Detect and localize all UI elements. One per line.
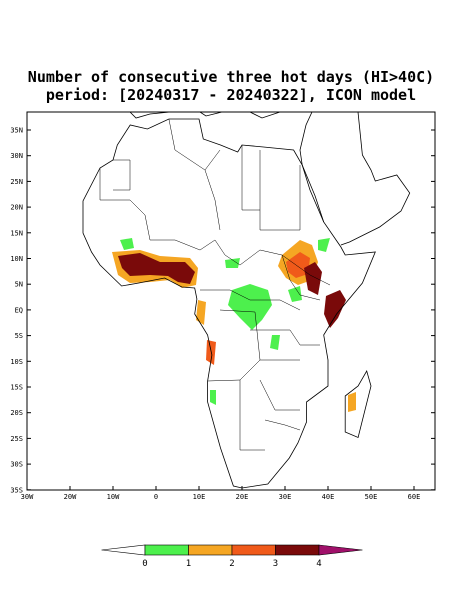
lat-label: 30S [10, 461, 23, 469]
hot-areas [112, 238, 356, 412]
lat-label: 5S [15, 332, 23, 340]
lon-label: 50E [365, 493, 378, 501]
colorbar-segment [231, 544, 276, 556]
lat-label: 25S [10, 435, 23, 443]
colorbar-end [101, 544, 146, 556]
lon-label: 20W [64, 493, 77, 501]
lat-label: 20S [10, 409, 23, 417]
arabia-coast [299, 112, 411, 246]
colorbar-label: 0 [142, 559, 147, 569]
colorbar-label: 1 [186, 559, 191, 569]
lat-label: 35S [10, 486, 23, 494]
colorbar-segment [144, 544, 189, 556]
lat-label: 35N [10, 127, 23, 135]
colorbar-segment [275, 544, 320, 556]
country-borders [99, 118, 331, 451]
colorbar-segment [188, 544, 233, 556]
colorbar-end [318, 544, 363, 556]
colorbar-label: 4 [316, 559, 321, 569]
lon-label: 40E [322, 493, 335, 501]
lat-label: EQ [15, 306, 23, 314]
lon-label: 10E [193, 493, 206, 501]
lon-label: 0 [154, 493, 158, 501]
lat-label: 15S [10, 384, 23, 392]
lat-label: 20N [10, 204, 23, 212]
title-line: Number of consecutive three hot days (HI… [28, 68, 434, 86]
africa-coast [82, 118, 376, 489]
europe-coast [129, 112, 281, 119]
lat-label: 30N [10, 152, 23, 160]
title-line: period: [20240317 - 20240322], ICON mode… [46, 86, 416, 104]
lon-label: 30W [21, 493, 34, 501]
colorbar-label: 3 [273, 559, 278, 569]
lat-label: 10S [10, 358, 23, 366]
lon-label: 20E [236, 493, 249, 501]
lon-label: 10W [107, 493, 120, 501]
lat-label: 5N [15, 281, 23, 289]
lat-label: 10N [10, 255, 23, 263]
madagascar [344, 369, 372, 439]
map-frame [26, 111, 436, 491]
map [82, 112, 411, 489]
colorbar-label: 2 [229, 559, 234, 569]
lat-label: 15N [10, 229, 23, 237]
lon-label: 30E [279, 493, 292, 501]
lat-label: 25N [10, 178, 23, 186]
lon-label: 60E [408, 493, 421, 501]
